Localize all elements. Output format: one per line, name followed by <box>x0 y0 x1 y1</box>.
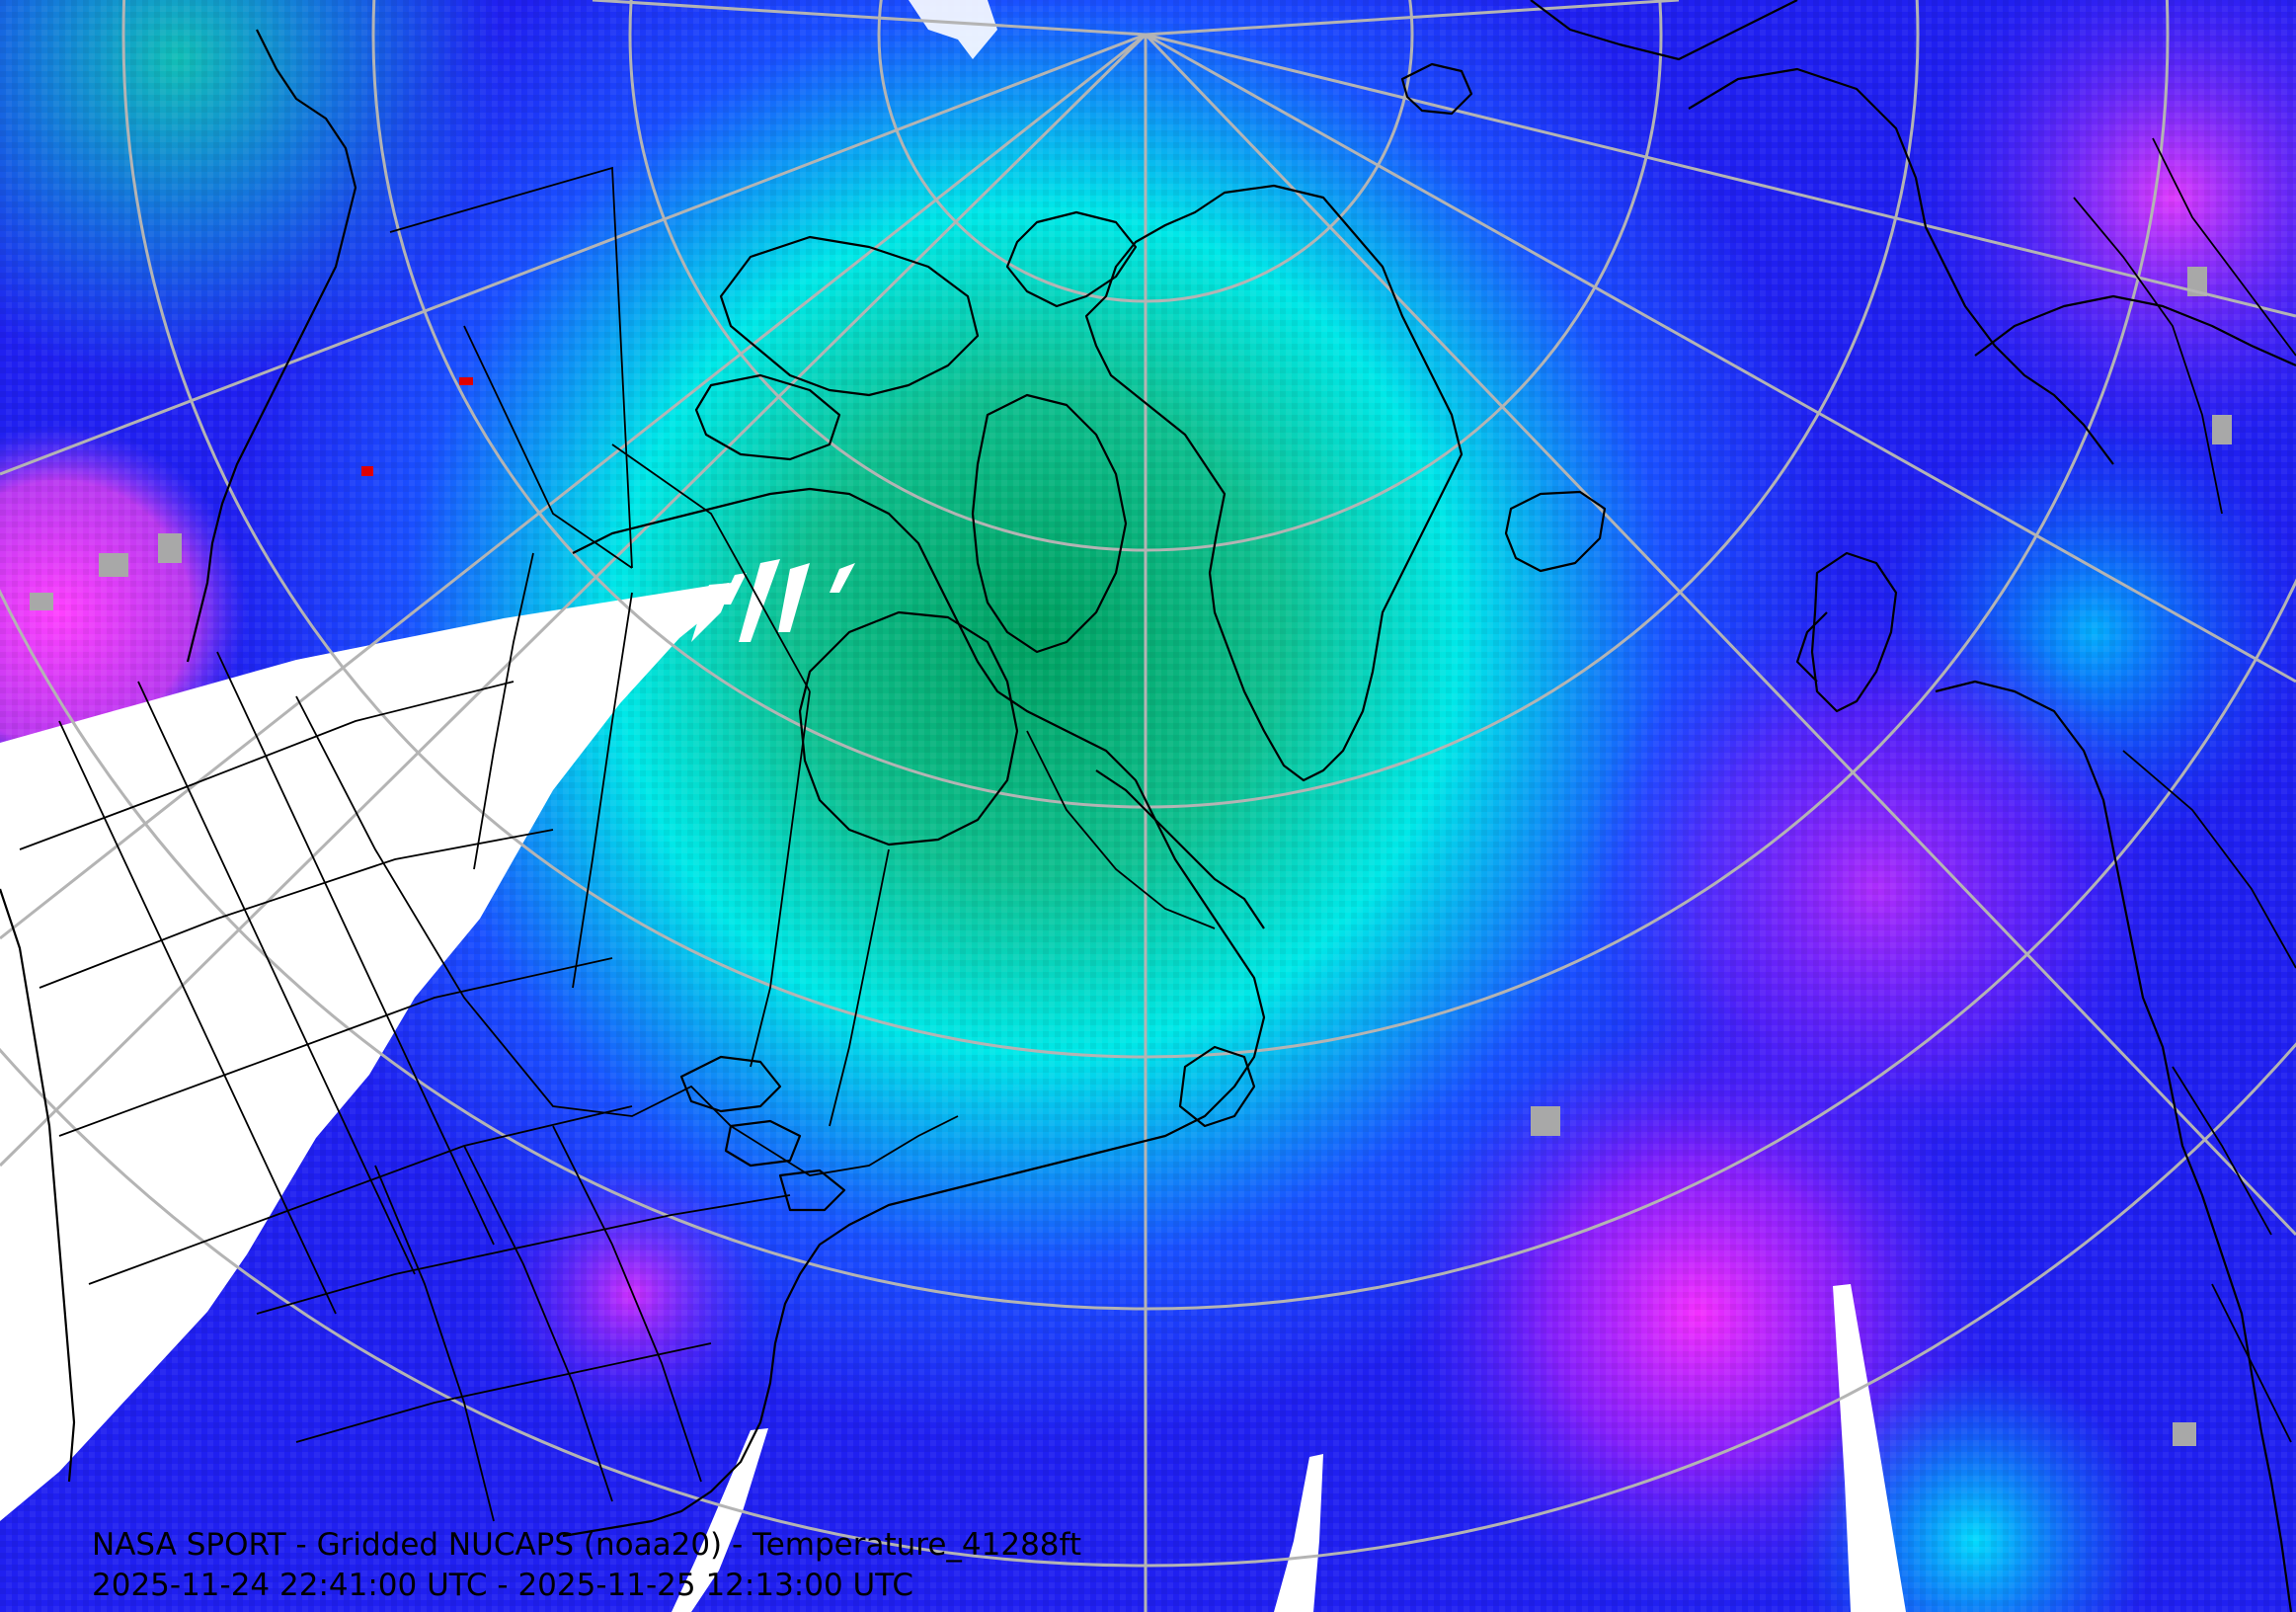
no-data-swath-atlantic-1 <box>672 1428 768 1612</box>
gray-patches <box>30 267 2232 1446</box>
hudson-bay-coastline <box>798 610 1019 846</box>
siberia-coastline <box>1530 0 1798 61</box>
no-data-pole-fragment <box>909 0 997 59</box>
europe-border <box>2122 750 2296 969</box>
north-america-coastline <box>562 487 1266 1538</box>
meridian <box>0 33 1148 1168</box>
quebec-ontario-border <box>829 848 890 1127</box>
newfoundland-coastline <box>1178 1045 1256 1128</box>
us-state-border <box>39 829 554 989</box>
europe-border <box>2211 1283 2292 1443</box>
meridian <box>1145 33 2296 684</box>
labrador-coastline <box>1095 769 1265 929</box>
europe-border <box>2152 137 2296 357</box>
victoria-island-coastline <box>694 373 841 461</box>
no-data-gap-1 <box>691 583 733 642</box>
no-data-swath-atlantic-3 <box>1833 1284 1906 1612</box>
us-state-border <box>295 1342 712 1443</box>
provincial-border-3 <box>750 690 811 1068</box>
no-data-swath-west <box>0 583 729 1521</box>
quebec-labrador-border <box>1026 730 1216 929</box>
alaska-coastline <box>186 29 357 663</box>
meridian <box>1144 33 2296 1237</box>
meridian <box>1145 0 1680 37</box>
us-state-border <box>137 681 416 1275</box>
pacific-coastline <box>0 888 76 1483</box>
us-state-border <box>552 1125 702 1483</box>
time-range-label: 2025-11-24 22:41:00 UTC - 2025-11-25 12:… <box>92 1568 913 1603</box>
political-borders <box>19 137 2296 1522</box>
iceland-coastline <box>1504 490 1607 573</box>
ellesmere-island-coastline <box>1005 210 1138 308</box>
no-data-gap-5 <box>830 563 855 593</box>
no-data-gap-4 <box>778 563 810 632</box>
europe-border <box>2073 197 2223 515</box>
northern-europe-coastline <box>1974 294 2296 367</box>
meridian <box>0 33 1147 940</box>
us-state-border <box>216 651 495 1246</box>
us-state-border <box>88 1105 633 1285</box>
arctic-archipelago-coastline <box>719 235 980 397</box>
svalbard-coastline <box>1400 62 1473 116</box>
us-state-border <box>19 681 515 850</box>
no-data-swaths <box>0 0 1906 1612</box>
us-state-border <box>374 1165 495 1522</box>
greenland-coastline <box>1084 184 1464 782</box>
us-state-border <box>58 720 337 1315</box>
no-data-gap-2 <box>721 573 747 604</box>
europe-border <box>2172 1066 2272 1236</box>
provincial-border-1 <box>473 552 534 870</box>
british-isles-coastline <box>1795 551 1898 713</box>
alaska-yukon-border <box>389 166 633 569</box>
yukon-nwt-border <box>463 325 633 569</box>
meridian <box>592 0 1147 37</box>
map-title: NASA SPORT - Gridded NUCAPS (noaa20) - T… <box>92 1527 1082 1563</box>
us-state-border <box>256 1194 791 1315</box>
red-pixels <box>361 377 473 476</box>
us-state-border <box>58 957 613 1137</box>
scandinavia-coastline <box>1688 67 2114 465</box>
meridian <box>0 33 1147 476</box>
meridian <box>1145 33 2296 318</box>
no-data-swath-atlantic-2 <box>1274 1454 1323 1612</box>
provincial-border-2 <box>572 592 633 989</box>
nwt-nunavut-border <box>611 443 811 692</box>
us-state-border <box>463 1145 613 1502</box>
canada-us-border <box>295 695 959 1176</box>
europe-coastline <box>1935 680 2293 1612</box>
baffin-island-coastline <box>971 393 1128 654</box>
great-lakes-coastline <box>679 1055 846 1212</box>
